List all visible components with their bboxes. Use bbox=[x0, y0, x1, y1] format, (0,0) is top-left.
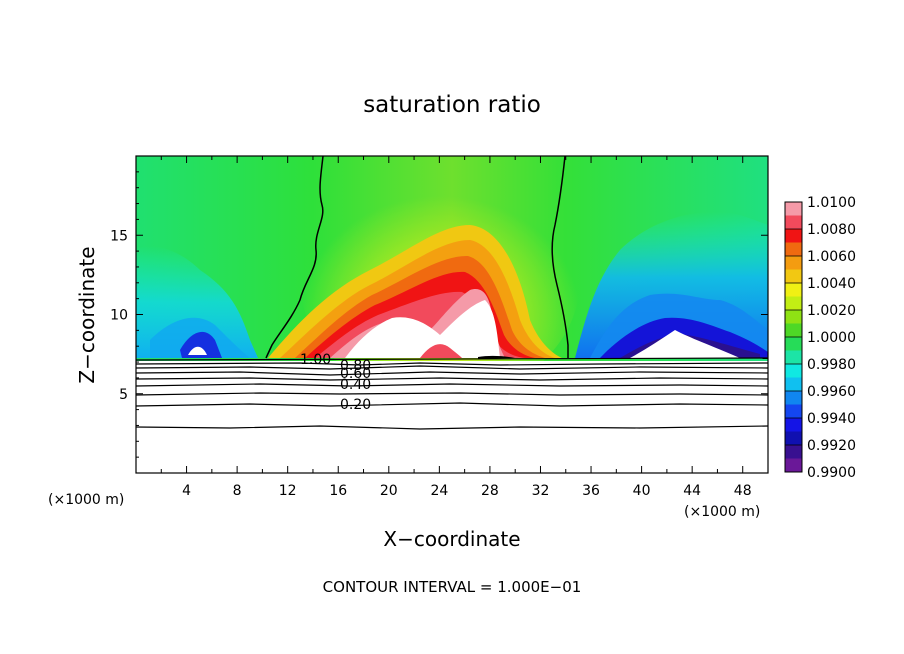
colorbar-label-8: 0.9940 bbox=[807, 411, 856, 427]
chart-title: saturation ratio bbox=[363, 92, 541, 118]
colorbar-label-9: 0.9920 bbox=[807, 438, 856, 454]
colorbar-swatch-6 bbox=[785, 283, 802, 297]
contour-label-2: 0.80 bbox=[340, 358, 371, 374]
colorbar-label-6: 0.9980 bbox=[807, 357, 856, 373]
contour-label-3: 0.60 bbox=[340, 366, 371, 382]
y-tick-label-1: 10 bbox=[110, 308, 128, 324]
colorbar-swatch-2 bbox=[785, 229, 802, 243]
x-tick-label-1: 8 bbox=[233, 483, 242, 499]
colorbar-swatch-5 bbox=[785, 269, 802, 284]
y-tick-label-2: 15 bbox=[110, 228, 128, 244]
colorbar-swatch-3 bbox=[785, 242, 802, 257]
colorbar-swatch-1 bbox=[785, 215, 802, 230]
colorbar-swatch-17 bbox=[785, 431, 802, 446]
x-tick-label-7: 32 bbox=[532, 483, 550, 499]
colorbar-swatch-9 bbox=[785, 323, 802, 338]
colorbar-swatch-15 bbox=[785, 404, 802, 419]
colorbar: 1.0100 1.0080 1.0060 1.0040 1.0020 1.0000 0.99… bbox=[784, 195, 856, 481]
contour-labels: 1.00 0.80 0.60 0.40 0.20 bbox=[300, 352, 371, 413]
colorbar-swatch-0 bbox=[785, 202, 802, 216]
colorbar-swatch-11 bbox=[785, 350, 802, 365]
colorbar-label-2: 1.0060 bbox=[807, 249, 856, 265]
x-tick-label-11: 48 bbox=[734, 483, 752, 499]
colorbar-swatch-4 bbox=[785, 256, 802, 270]
lower-contours bbox=[136, 357, 768, 430]
colorbar-label-4: 1.0020 bbox=[807, 303, 856, 319]
colorbar-label-1: 1.0080 bbox=[807, 222, 856, 238]
colorbar-swatch-10 bbox=[785, 337, 802, 351]
x-unit-right: (×1000 m) bbox=[684, 504, 760, 520]
x-axis: 4 8 12 16 20 24 28 32 36 40 44 48 bbox=[160, 156, 752, 499]
x-unit-left: (×1000 m) bbox=[48, 492, 124, 508]
y-axis: 5 10 15 bbox=[110, 171, 768, 458]
colorbar-swatch-14 bbox=[785, 391, 802, 405]
x-tick-label-5: 24 bbox=[430, 483, 448, 499]
colorbar-swatch-18 bbox=[785, 445, 802, 459]
colorbar-label-5: 1.0000 bbox=[807, 330, 856, 346]
colorbar-label-7: 0.9960 bbox=[807, 384, 856, 400]
y-tick-label-0: 5 bbox=[119, 387, 128, 403]
colorbar-swatch-8 bbox=[785, 310, 802, 324]
y-axis-label: Z−coordinate bbox=[75, 246, 99, 383]
x-tick-label-10: 44 bbox=[683, 483, 701, 499]
x-tick-label-4: 20 bbox=[380, 483, 398, 499]
footer-note: CONTOUR INTERVAL = 1.000E−01 bbox=[323, 578, 582, 596]
colorbar-swatch-16 bbox=[785, 418, 802, 432]
x-tick-label-6: 28 bbox=[481, 483, 499, 499]
contour-label-4: 0.40 bbox=[340, 377, 371, 393]
contour-field bbox=[136, 156, 768, 473]
x-tick-label-9: 40 bbox=[633, 483, 651, 499]
x-tick-label-0: 4 bbox=[182, 483, 191, 499]
colorbar-label-10: 0.9900 bbox=[807, 465, 856, 481]
contour-label-1: 1.00 bbox=[300, 352, 331, 368]
x-axis-label: X−coordinate bbox=[383, 527, 520, 551]
colorbar-swatch-13 bbox=[785, 377, 802, 392]
colorbar-swatch-12 bbox=[785, 364, 802, 378]
x-tick-label-3: 16 bbox=[329, 483, 347, 499]
saturation-field bbox=[136, 156, 768, 361]
x-tick-label-8: 36 bbox=[582, 483, 600, 499]
contour-label-5: 0.20 bbox=[340, 397, 371, 413]
colorbar-label-0: 1.0100 bbox=[807, 195, 856, 211]
colorbar-label-3: 1.0040 bbox=[807, 276, 856, 292]
colorbar-swatch-7 bbox=[785, 296, 802, 311]
colorbar-swatch-19 bbox=[785, 458, 802, 473]
x-tick-label-2: 12 bbox=[279, 483, 297, 499]
